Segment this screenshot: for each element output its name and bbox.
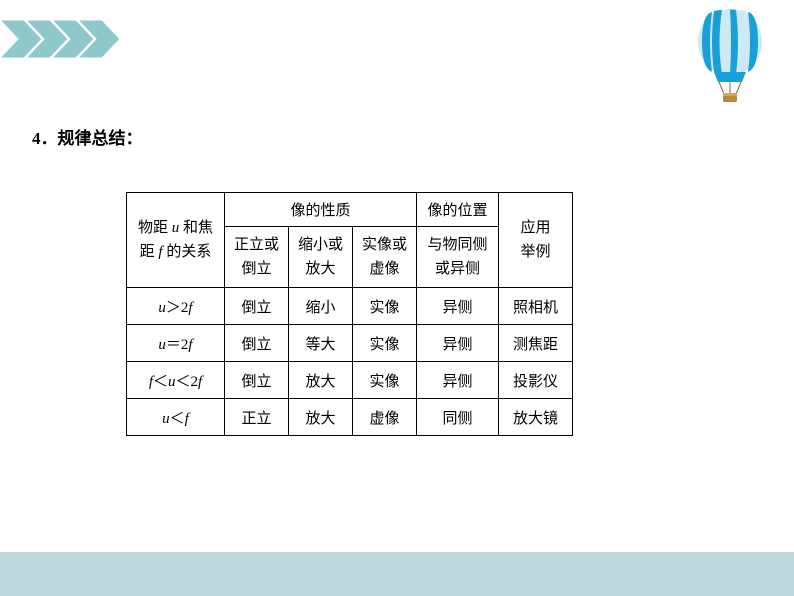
heading-text: 规律总结： [58, 129, 143, 148]
cell-app: 测焦距 [499, 325, 573, 362]
cell-size: 放大 [289, 399, 353, 436]
header-image-pos: 像的位置 [417, 193, 499, 227]
cell-type: 虚像 [353, 399, 417, 436]
cell-type: 实像 [353, 362, 417, 399]
cell-relation: f＜u＜2f [127, 362, 225, 399]
cell-type: 实像 [353, 325, 417, 362]
header-side: 与物同侧 或异侧 [417, 227, 499, 288]
cell-side: 异侧 [417, 362, 499, 399]
heading-number: 4 [32, 129, 41, 148]
table-row: f＜u＜2f 倒立 放大 实像 异侧 投影仪 [127, 362, 573, 399]
summary-table: 物距 u 和焦 距 f 的关系 像的性质 像的位置 应用 举例 正立或 倒立 缩… [126, 192, 573, 436]
cell-app: 照相机 [499, 288, 573, 325]
cell-app: 放大镜 [499, 399, 573, 436]
cell-size: 等大 [289, 325, 353, 362]
balloon-decoration [694, 8, 766, 109]
section-heading: 4．规律总结： [32, 124, 143, 149]
cell-relation: u＝2f [127, 325, 225, 362]
table-row: u＞2f 倒立 缩小 实像 异侧 照相机 [127, 288, 573, 325]
chevron-decoration [0, 20, 170, 63]
cell-relation: u＞2f [127, 288, 225, 325]
table-row: u＝2f 倒立 等大 实像 异侧 测焦距 [127, 325, 573, 362]
header-application: 应用 举例 [499, 193, 573, 288]
footer-band [0, 552, 794, 596]
header-image-props: 像的性质 [225, 193, 417, 227]
cell-app: 投影仪 [499, 362, 573, 399]
cell-orient: 倒立 [225, 362, 289, 399]
cell-side: 同侧 [417, 399, 499, 436]
header-size: 缩小或 放大 [289, 227, 353, 288]
header-type: 实像或 虚像 [353, 227, 417, 288]
cell-relation: u＜f [127, 399, 225, 436]
cell-side: 异侧 [417, 325, 499, 362]
cell-orient: 倒立 [225, 288, 289, 325]
header-relation: 物距 u 和焦 距 f 的关系 [127, 193, 225, 288]
cell-side: 异侧 [417, 288, 499, 325]
heading-sep: ． [41, 129, 58, 148]
table-row: u＜f 正立 放大 虚像 同侧 放大镜 [127, 399, 573, 436]
cell-orient: 正立 [225, 399, 289, 436]
cell-size: 缩小 [289, 288, 353, 325]
cell-type: 实像 [353, 288, 417, 325]
cell-orient: 倒立 [225, 325, 289, 362]
cell-size: 放大 [289, 362, 353, 399]
header-orientation: 正立或 倒立 [225, 227, 289, 288]
